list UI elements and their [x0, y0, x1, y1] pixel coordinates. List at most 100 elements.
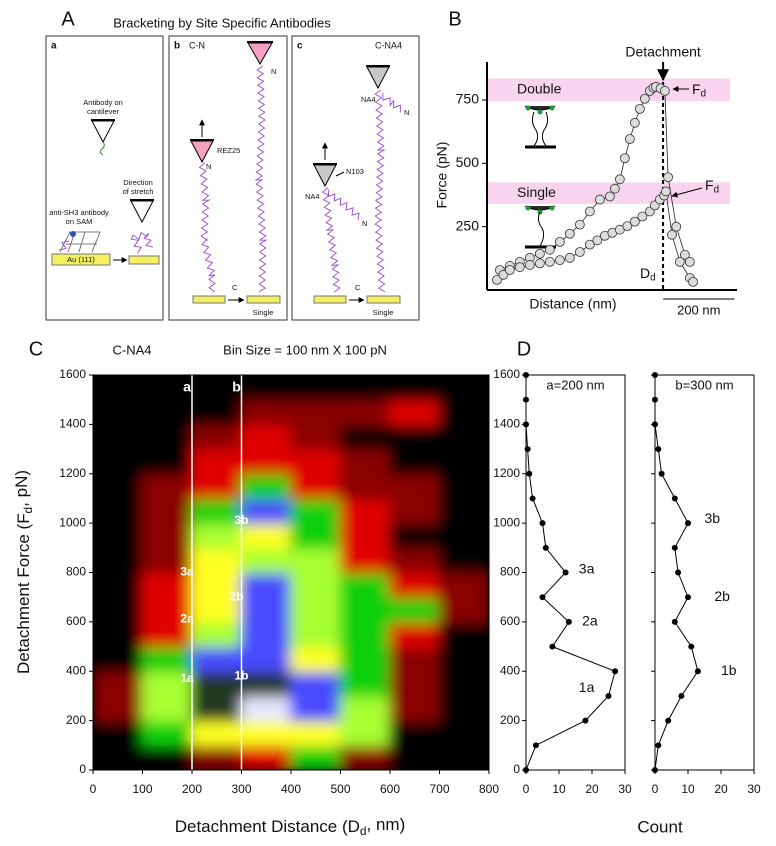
- heatmap-cell: [240, 522, 292, 549]
- heatmap-cell: [93, 472, 144, 500]
- data-point: [605, 692, 612, 699]
- heatmap-cell: [389, 423, 441, 451]
- y-axis-label: Force (pN): [434, 142, 450, 209]
- data-point: [523, 767, 529, 773]
- data-point: [584, 206, 595, 217]
- heatmap-cell: [141, 546, 193, 574]
- heatmap-cell: [290, 694, 342, 722]
- subpanel-label: b: [174, 41, 180, 52]
- annotation: Fd: [705, 177, 719, 195]
- arrow: [671, 187, 703, 198]
- x-tick-label: 20: [585, 782, 599, 796]
- y-tick-label: 500: [456, 154, 480, 170]
- data-point: [564, 252, 575, 263]
- heatmap-cell: [290, 423, 342, 451]
- data-point: [554, 255, 565, 266]
- heatmap-cell: [290, 670, 342, 697]
- heatmap-cell: [93, 620, 144, 648]
- heatmap-cell: [191, 694, 243, 722]
- heatmap-cell: [438, 645, 489, 673]
- heatmap-cell: [438, 472, 489, 500]
- panel-label: B: [448, 8, 461, 30]
- heatmap-cell: [141, 694, 193, 722]
- gold-substrate: [246, 295, 281, 304]
- plot-frame: [654, 374, 755, 771]
- data-point: [523, 421, 529, 428]
- y-tick-label: 0: [513, 762, 520, 776]
- subpanel-label: a: [51, 41, 57, 52]
- x-tick-label: 10: [552, 782, 566, 796]
- heatmap-cell: [93, 719, 144, 747]
- heatmap-cell: [191, 719, 243, 747]
- heatmap-cell: [438, 522, 489, 549]
- subscript: d: [360, 824, 367, 838]
- y-tick-label: 400: [66, 663, 86, 677]
- data-point: [564, 228, 575, 239]
- heatmap-cell: [339, 670, 391, 697]
- annotation: NA4: [305, 192, 320, 201]
- heatmap-cell: [240, 448, 292, 475]
- data-point: [523, 396, 529, 403]
- heatmap-cell: [438, 375, 489, 401]
- data-point: [526, 470, 533, 477]
- panel-a-diagram: Bracketing by Site Specific Antibodies a…: [45, 15, 420, 321]
- annotation: N: [206, 162, 211, 171]
- data-point: [612, 668, 619, 675]
- heatmap-cell: [141, 375, 193, 401]
- data-point: [688, 643, 695, 650]
- protein-chain: [59, 240, 69, 251]
- heatmap-cell: [240, 694, 292, 722]
- data-point: [539, 594, 546, 601]
- x-tick-label: 400: [281, 782, 301, 796]
- heatmap-cell: [339, 522, 391, 549]
- data-point: [554, 236, 565, 247]
- data-point: [674, 256, 685, 267]
- heatmap-cell: [191, 472, 243, 500]
- data-point: [667, 229, 677, 240]
- x-tick-label: 0: [523, 782, 530, 796]
- heatmap-cell: [240, 375, 292, 401]
- heatmap-cell: [290, 596, 342, 623]
- antibody-tail: [99, 141, 105, 156]
- y-tick-label: 1200: [493, 466, 520, 480]
- data-point: [534, 248, 545, 259]
- data-point: [542, 544, 549, 551]
- protein-chain: [327, 189, 360, 221]
- text-part: F: [692, 81, 701, 97]
- heatmap-cell: [339, 719, 391, 747]
- annotation: N103: [346, 167, 364, 176]
- protein-chain: [254, 65, 268, 293]
- x-tick-label: 30: [618, 782, 632, 796]
- y-tick-label: 0: [79, 762, 86, 776]
- heatmap-cell: [93, 645, 144, 673]
- data-point: [562, 569, 569, 576]
- chart-subtitle: Bin Size = 100 nm X 100 pN: [223, 342, 387, 357]
- annotation: NA4: [361, 95, 376, 104]
- heatmap-cell: [141, 744, 193, 770]
- heatmap-cell: [438, 596, 489, 623]
- y-tick-label: 600: [66, 614, 86, 628]
- peak-label: 3b: [234, 513, 248, 527]
- y-tick-label: 600: [500, 614, 520, 628]
- antibody-dot: [549, 105, 555, 111]
- antibody-dot: [525, 205, 531, 211]
- heatmap-cell: [191, 398, 243, 426]
- heatmap-cell: [93, 448, 144, 475]
- panel-label: D: [517, 338, 531, 360]
- x-tick-label: 300: [231, 782, 251, 796]
- diagram-title: Bracketing by Site Specific Antibodies: [113, 15, 331, 30]
- data-point: [659, 85, 670, 96]
- annotation: Single: [253, 308, 274, 317]
- data-point: [688, 276, 698, 287]
- x-tick-label: 800: [479, 782, 499, 796]
- heatmap-cell: [191, 423, 243, 451]
- gold-substrate: [313, 295, 347, 304]
- heatmap-cell: [339, 596, 391, 623]
- x-tick-label: 700: [429, 782, 449, 796]
- data-point: [504, 265, 515, 275]
- chart-title: a=200 nm: [546, 377, 604, 392]
- heatmap-cell: [438, 670, 489, 697]
- heatmap-cells: [93, 375, 489, 770]
- annotation: N: [404, 108, 409, 117]
